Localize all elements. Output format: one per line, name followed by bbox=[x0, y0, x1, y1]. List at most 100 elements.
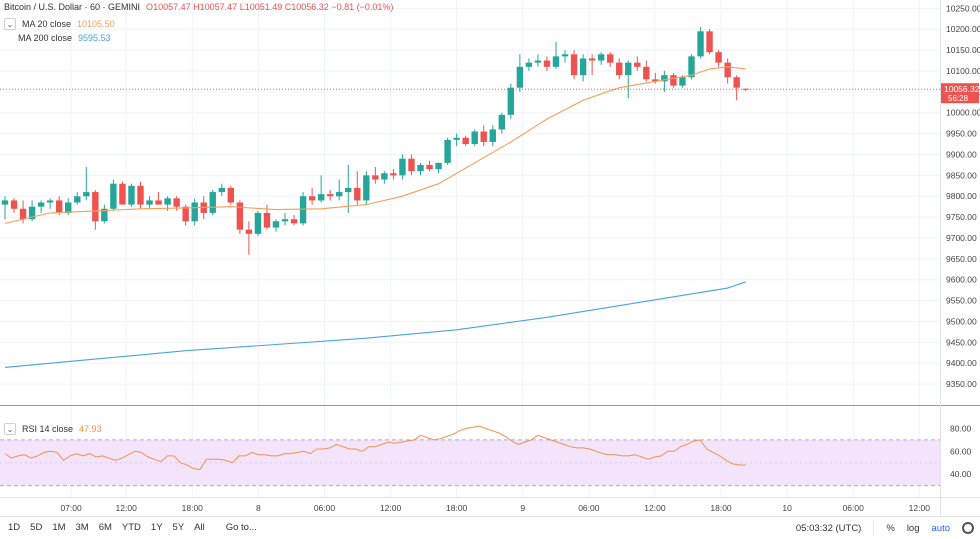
price-tick-label: 9550.00 bbox=[946, 296, 977, 306]
goto-button[interactable]: Go to... bbox=[225, 522, 257, 533]
candle-body bbox=[652, 79, 659, 82]
price-tick-label: 9700.00 bbox=[946, 233, 977, 243]
time-tick-label: 8 bbox=[256, 503, 261, 513]
candle-body bbox=[453, 137, 460, 140]
candle-body bbox=[597, 54, 605, 61]
candle-body bbox=[733, 77, 740, 88]
time-tick-label: 06:00 bbox=[314, 503, 336, 513]
candle-body bbox=[399, 158, 406, 176]
candle-body bbox=[552, 56, 560, 67]
range-button-6m[interactable]: 6M bbox=[98, 522, 112, 533]
candle-body bbox=[417, 164, 424, 172]
candle-body bbox=[299, 196, 307, 224]
candle-body bbox=[381, 173, 388, 180]
chevron-down-icon[interactable]: ⌄ bbox=[4, 18, 16, 30]
range-button-5y[interactable]: 5Y bbox=[172, 522, 185, 533]
price-tick-label: 9400.00 bbox=[946, 358, 977, 368]
candle-body bbox=[10, 200, 18, 209]
candle-body bbox=[543, 60, 551, 67]
utc-clock: 05:03:32 (UTC) bbox=[795, 522, 862, 534]
candle-body bbox=[173, 198, 180, 207]
candle-body bbox=[191, 202, 198, 222]
candle-body bbox=[688, 56, 695, 78]
candle-body bbox=[55, 200, 63, 213]
candle-body bbox=[462, 137, 469, 145]
candle-body bbox=[489, 129, 496, 142]
candle-body bbox=[579, 58, 587, 76]
candle-body bbox=[588, 58, 596, 61]
price-tick-label: 9600.00 bbox=[946, 275, 977, 285]
candle-body bbox=[164, 198, 171, 205]
price-tick-label: 9900.00 bbox=[946, 149, 977, 159]
rsi-tick-label: 40.00 bbox=[950, 469, 972, 479]
log-toggle[interactable]: log bbox=[906, 522, 920, 534]
candle-body bbox=[507, 87, 515, 115]
candle-body bbox=[372, 175, 379, 180]
range-selector: 1D 5D 1M 3M 6M YTD 1Y 5Y All bbox=[3, 522, 210, 533]
close-label: C bbox=[284, 2, 292, 12]
divider bbox=[873, 521, 875, 535]
candle-body bbox=[408, 158, 415, 172]
candle-body bbox=[534, 60, 542, 63]
time-tick-label: 06:00 bbox=[578, 503, 600, 513]
candle-body bbox=[46, 200, 54, 203]
candle-body bbox=[670, 75, 677, 86]
candle-body bbox=[444, 139, 451, 163]
range-button-5d[interactable]: 5D bbox=[30, 522, 43, 533]
candle-body bbox=[661, 75, 668, 82]
high-value: 10057.47 bbox=[199, 2, 238, 12]
rsi-tick-label: 80.00 bbox=[950, 423, 972, 433]
candle-body bbox=[480, 131, 487, 142]
price-tick-label: 9450.00 bbox=[946, 337, 977, 347]
candle-body bbox=[209, 192, 216, 213]
percent-toggle[interactable]: % bbox=[886, 522, 895, 534]
time-tick-label: 18:00 bbox=[182, 503, 204, 513]
candle-body bbox=[697, 31, 704, 57]
candle-body bbox=[254, 212, 262, 234]
open-value: 10057.47 bbox=[153, 2, 191, 12]
candle-body bbox=[245, 229, 253, 234]
candle-body bbox=[715, 52, 722, 63]
candle-body bbox=[119, 183, 126, 205]
gear-icon[interactable] bbox=[962, 522, 974, 534]
candle-body bbox=[110, 183, 117, 209]
ma20-label: MA 20 close bbox=[22, 19, 72, 29]
change-value: −0.81 (−0.01%) bbox=[331, 2, 394, 12]
range-button-3m[interactable]: 3M bbox=[75, 522, 89, 533]
candle-body bbox=[616, 62, 623, 76]
time-tick-label: 12:00 bbox=[644, 503, 666, 513]
low-label: L bbox=[239, 2, 245, 12]
candle-body bbox=[236, 202, 244, 230]
candle-body bbox=[390, 173, 397, 176]
price-tick-label: 10000.00 bbox=[946, 108, 980, 118]
price-tick-label: 9800.00 bbox=[946, 191, 977, 201]
auto-toggle[interactable]: auto bbox=[931, 522, 951, 534]
candle-body bbox=[155, 200, 162, 205]
range-button-ytd[interactable]: YTD bbox=[121, 522, 141, 533]
open-label: O bbox=[146, 2, 154, 12]
chevron-down-icon[interactable]: ⌄ bbox=[4, 423, 16, 435]
time-tick-label: 18:00 bbox=[710, 503, 732, 513]
ma200-label: MA 200 close bbox=[18, 33, 73, 43]
range-button-1y[interactable]: 1Y bbox=[150, 522, 163, 533]
candle-body bbox=[354, 187, 361, 201]
candle-body bbox=[227, 187, 235, 203]
ma200-legend[interactable]: MA 200 close 9595.53 bbox=[4, 33, 111, 43]
candle-body bbox=[561, 54, 569, 57]
rsi-tick-label: 60.00 bbox=[950, 446, 972, 456]
range-button-all[interactable]: All bbox=[194, 522, 205, 533]
price-tick-label: 9350.00 bbox=[946, 379, 977, 389]
candle-body bbox=[426, 164, 433, 170]
candle-body bbox=[634, 62, 641, 67]
bar-countdown-label: 56:28 bbox=[948, 94, 969, 103]
price-chart[interactable]: 9350.00 9400.00 9450.00 9500.00 9550.00 9600.… bbox=[0, 0, 980, 516]
rsi-legend[interactable]: ⌄ RSI 14 close 47.93 bbox=[4, 423, 102, 435]
price-tick-label: 9500.00 bbox=[946, 316, 977, 326]
ma20-legend[interactable]: ⌄ MA 20 close 10105.50 bbox=[4, 18, 115, 30]
range-button-1d[interactable]: 1D bbox=[8, 522, 21, 533]
time-tick-label: 18:00 bbox=[446, 503, 468, 513]
candle-body bbox=[37, 202, 45, 207]
range-button-1m[interactable]: 1M bbox=[52, 522, 66, 533]
candle-body bbox=[516, 66, 524, 88]
time-tick-label: 12:00 bbox=[380, 503, 402, 513]
